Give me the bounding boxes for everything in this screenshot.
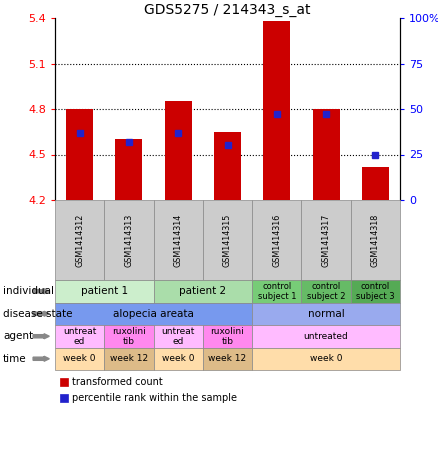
Text: control
subject 2: control subject 2 <box>307 282 345 301</box>
Text: week 0: week 0 <box>162 354 194 363</box>
Text: week 0: week 0 <box>310 354 343 363</box>
Text: agent: agent <box>3 331 33 341</box>
Text: control
subject 3: control subject 3 <box>356 282 395 301</box>
Text: week 12: week 12 <box>110 354 148 363</box>
Text: week 0: week 0 <box>64 354 96 363</box>
Text: individual: individual <box>3 286 54 296</box>
Text: patient 1: patient 1 <box>81 286 128 296</box>
Text: patient 2: patient 2 <box>179 286 226 296</box>
Text: GSM1414316: GSM1414316 <box>272 213 281 267</box>
Text: GSM1414317: GSM1414317 <box>321 213 331 267</box>
Bar <box>66 109 93 200</box>
Text: alopecia areata: alopecia areata <box>113 309 194 319</box>
Text: GSM1414312: GSM1414312 <box>75 213 84 267</box>
Bar <box>362 167 389 200</box>
Text: ruxolini
tib: ruxolini tib <box>112 327 146 346</box>
Text: GSM1414318: GSM1414318 <box>371 213 380 267</box>
Bar <box>115 140 142 200</box>
Bar <box>165 101 192 200</box>
Title: GDS5275 / 214343_s_at: GDS5275 / 214343_s_at <box>144 3 311 17</box>
Text: GSM1414315: GSM1414315 <box>223 213 232 267</box>
Text: ruxolini
tib: ruxolini tib <box>211 327 244 346</box>
Text: untreat
ed: untreat ed <box>63 327 96 346</box>
Bar <box>263 21 290 200</box>
Text: time: time <box>3 354 27 364</box>
Text: untreat
ed: untreat ed <box>162 327 195 346</box>
Text: transformed count: transformed count <box>72 377 163 387</box>
Text: percentile rank within the sample: percentile rank within the sample <box>72 393 237 403</box>
Text: untreated: untreated <box>304 332 349 341</box>
Text: normal: normal <box>308 309 344 319</box>
Text: GSM1414314: GSM1414314 <box>174 213 183 267</box>
Text: week 12: week 12 <box>208 354 247 363</box>
Bar <box>214 132 241 200</box>
Text: disease state: disease state <box>3 309 73 319</box>
Text: GSM1414313: GSM1414313 <box>124 213 134 267</box>
Text: control
subject 1: control subject 1 <box>258 282 296 301</box>
Bar <box>313 109 339 200</box>
